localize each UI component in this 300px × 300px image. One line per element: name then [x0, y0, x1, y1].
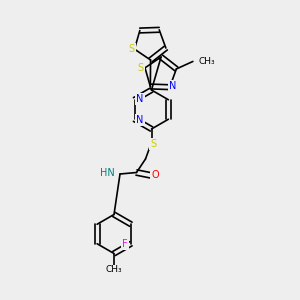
Text: CH₃: CH₃	[106, 266, 122, 274]
Text: S: S	[137, 63, 144, 73]
Text: N: N	[169, 81, 176, 91]
Text: S: S	[150, 139, 156, 149]
Text: O: O	[151, 170, 159, 181]
Text: HN: HN	[100, 168, 115, 178]
Text: F: F	[122, 239, 128, 249]
Text: CH₃: CH₃	[198, 57, 215, 66]
Text: N: N	[136, 94, 144, 104]
Text: N: N	[136, 115, 144, 125]
Text: S: S	[128, 44, 135, 54]
